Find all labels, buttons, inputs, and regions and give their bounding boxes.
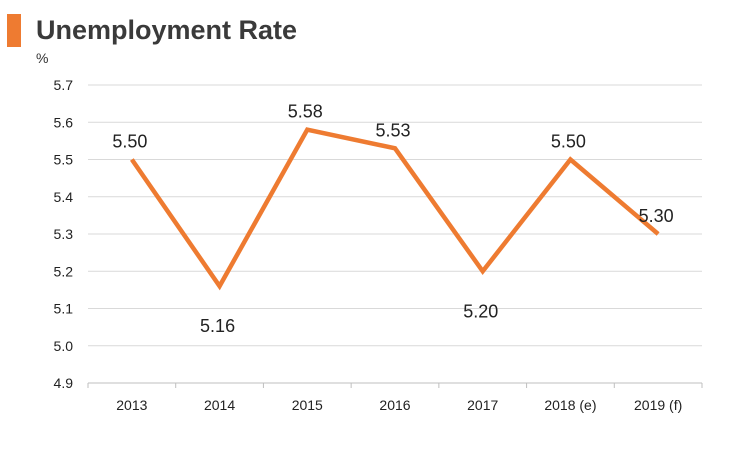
gridlines <box>88 84 702 384</box>
y-tick-label: 5.5 <box>54 152 74 168</box>
x-tick-label: 2019 (f) <box>634 397 682 413</box>
data-point <box>656 232 660 236</box>
y-tick-label: 5.4 <box>54 189 74 205</box>
y-tick-label: 5.6 <box>54 114 74 130</box>
data-label: 5.16 <box>200 316 235 336</box>
data-point <box>130 158 134 162</box>
data-labels: 5.50 5.16 5.58 5.53 5.20 5.50 5.30 <box>112 102 673 336</box>
data-point <box>393 146 397 150</box>
x-tick-labels: 2013 2014 2015 2016 2017 2018 (e) 2019 (f) <box>87 383 703 413</box>
chart-title: Unemployment Rate <box>36 15 298 45</box>
data-point <box>218 284 222 288</box>
data-label: 5.20 <box>463 301 498 321</box>
data-point <box>305 128 309 132</box>
title-accent-bar <box>7 14 21 47</box>
data-label: 5.53 <box>375 120 410 140</box>
data-point <box>481 269 485 273</box>
x-tick-label: 2017 <box>467 397 498 413</box>
y-tick-label: 5.3 <box>54 226 74 242</box>
x-tick-label: 2018 (e) <box>544 397 596 413</box>
data-label: 5.58 <box>288 102 323 122</box>
y-tick-label: 5.7 <box>54 77 74 93</box>
y-tick-label: 5.1 <box>54 301 74 317</box>
data-label: 5.50 <box>112 132 147 152</box>
data-series <box>130 127 660 291</box>
y-tick-label: 5.0 <box>54 338 74 354</box>
x-tick-label: 2013 <box>116 397 147 413</box>
y-tick-label: 5.2 <box>54 263 74 279</box>
data-point <box>568 158 572 162</box>
series-line <box>130 127 660 291</box>
x-tick-label: 2016 <box>379 397 410 413</box>
y-tick-label: 4.9 <box>54 375 74 391</box>
y-tick-labels: 4.9 5.0 5.1 5.2 5.3 5.4 5.5 5.6 5.7 <box>54 77 74 391</box>
data-label: 5.50 <box>551 132 586 152</box>
x-tick-label: 2014 <box>204 397 235 413</box>
data-label: 5.30 <box>639 206 674 226</box>
y-axis-unit-label: % <box>36 50 49 66</box>
x-tick-label: 2015 <box>292 397 323 413</box>
